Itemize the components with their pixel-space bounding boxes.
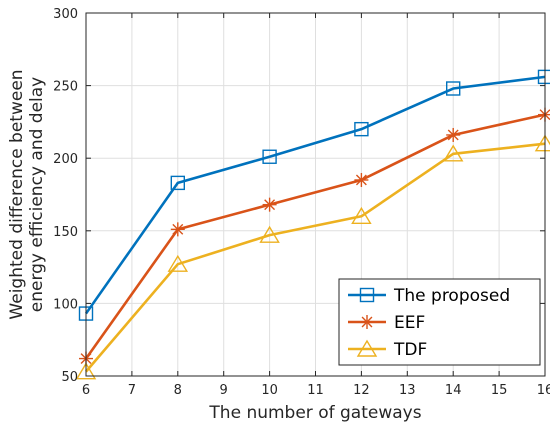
legend-items: The proposed EEF TDF (348, 286, 510, 360)
x-tick-label: 8 (174, 383, 182, 398)
legend-label: The proposed (393, 286, 510, 306)
y-tick-label: 150 (53, 225, 78, 240)
series-line (84, 113, 546, 360)
data-point (170, 175, 186, 191)
x-tick-label: 6 (82, 383, 90, 398)
x-tick-label: 13 (399, 383, 416, 398)
legend-label: TDF (393, 340, 427, 360)
y-tick-label: 100 (53, 297, 78, 312)
y-tick-label: 200 (53, 152, 78, 167)
data-point (354, 172, 369, 187)
x-tick-label: 10 (261, 383, 278, 398)
x-tick-label: 12 (353, 383, 370, 398)
legend-entry: EEF (348, 313, 425, 333)
data-point (167, 254, 189, 272)
legend-entry: The proposed (348, 286, 510, 306)
legend-swatch-marker (360, 315, 374, 329)
data-point (262, 149, 277, 164)
data-point (446, 81, 461, 96)
x-tick-label: 11 (307, 383, 324, 398)
series-line (85, 142, 546, 373)
data-point (442, 144, 464, 162)
y-tick-label: 300 (53, 7, 78, 22)
x-tick-label: 7 (128, 383, 136, 398)
legend: The proposed EEF TDF (338, 278, 541, 366)
series-layer (75, 69, 550, 380)
series-line (84, 75, 546, 315)
legend-entry: TDF (348, 339, 427, 360)
data-point (446, 127, 461, 142)
ticks: 6 7 8 9 10 11 12 13 14 15 16 50 100 150 200 250 300 (53, 7, 550, 398)
data-point (170, 222, 185, 237)
y-axis-label-line-1: Weighted difference between (7, 69, 27, 319)
data-point (259, 225, 280, 243)
y-axis-label-line-2: energy efficiency and delay (27, 77, 47, 313)
data-point (351, 206, 372, 224)
x-tick-label: 9 (220, 383, 228, 398)
x-tick-label: 15 (491, 383, 508, 398)
data-point (262, 197, 277, 212)
data-point (75, 362, 97, 380)
x-axis-label: The number of gateways (208, 403, 421, 423)
data-point (538, 107, 550, 122)
series-0 (78, 69, 550, 321)
y-tick-label: 50 (61, 370, 78, 385)
x-tick-label: 14 (445, 383, 462, 398)
data-point (354, 121, 369, 137)
x-tick-label: 16 (537, 383, 550, 398)
y-tick-label: 250 (53, 80, 78, 95)
legend-label: EEF (394, 313, 425, 333)
legend-swatch-marker (356, 339, 378, 357)
legend-swatch-marker (359, 287, 375, 303)
